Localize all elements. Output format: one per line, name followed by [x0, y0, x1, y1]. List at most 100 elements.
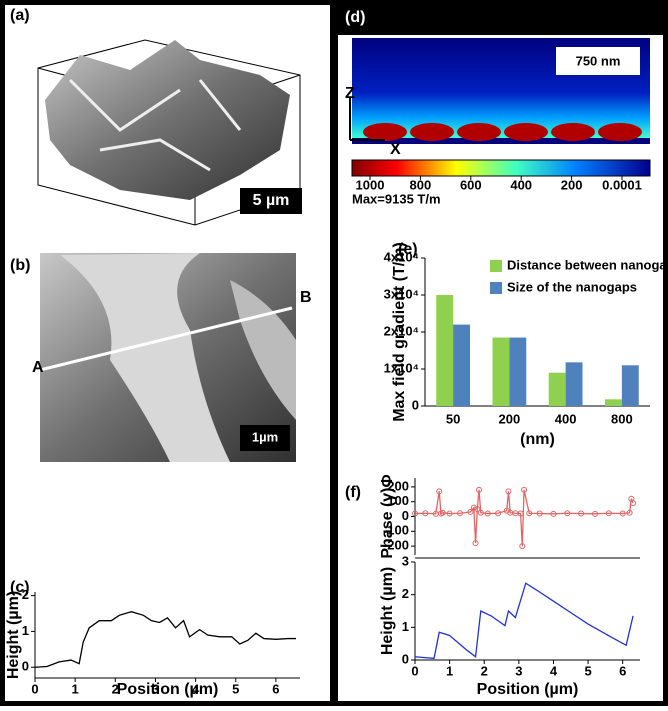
data-point	[439, 509, 446, 516]
axis-label: Z	[345, 85, 355, 102]
data-point	[476, 486, 483, 493]
x-tick-label: 1	[72, 681, 79, 696]
y-tick-label: 2	[402, 586, 409, 601]
afm-top-view	[39, 253, 296, 462]
x-axis-label: Position (µm)	[477, 681, 579, 698]
bar	[509, 337, 527, 406]
afm-3d	[37, 39, 302, 226]
x-tick-label: 200	[499, 411, 521, 426]
legend-label: Distance between nanogaps	[507, 257, 668, 272]
field-map	[349, 38, 651, 177]
data-point	[446, 510, 453, 517]
data-point	[472, 540, 479, 547]
panel-label: (d)	[345, 9, 365, 26]
x-tick-label: 6	[272, 681, 279, 696]
y-tick-label: 200	[387, 478, 409, 493]
data-point	[436, 488, 443, 495]
data-point	[517, 510, 524, 517]
bar	[565, 362, 583, 406]
x-axis-label: (nm)	[520, 431, 555, 448]
x-tick-label: 2	[112, 681, 119, 696]
data-point	[505, 488, 512, 495]
data-point	[484, 510, 491, 517]
data-point	[474, 506, 481, 513]
data-point	[550, 510, 557, 517]
data-point	[578, 510, 585, 517]
x-tick-label: 4	[192, 681, 200, 696]
scale-bar: 1µm	[252, 429, 278, 444]
y-tick-label: 2	[22, 587, 29, 602]
y-tick-label: 1x10⁴	[384, 360, 419, 375]
panel-label: (f)	[345, 484, 361, 501]
panel-label: (a)	[10, 7, 30, 24]
y-axis-label: Height (µm)	[5, 591, 22, 679]
bar	[436, 295, 454, 406]
point-label: A	[32, 359, 44, 376]
x-tick-label: 3	[152, 681, 159, 696]
y-tick-label: 0	[22, 659, 29, 674]
d-header	[338, 5, 663, 35]
bar	[621, 365, 639, 406]
colorbar-label: 0.0001	[602, 177, 642, 192]
y-tick-label: 2x10⁴	[384, 323, 419, 338]
data-line	[414, 489, 634, 547]
panel-label: (b)	[10, 257, 30, 274]
data-point	[564, 510, 571, 517]
x-tick-label: 4	[550, 663, 558, 678]
y-tick-label: 100	[387, 493, 409, 508]
x-tick-label: 400	[555, 411, 577, 426]
scale-bar: 5 µm	[253, 192, 290, 209]
data-point	[519, 543, 526, 550]
point-label: B	[300, 289, 312, 306]
legend-swatch	[490, 282, 502, 294]
x-axis-label: Position (µm)	[117, 681, 219, 698]
y-axis-label: Phase (γ)Φ	[379, 474, 396, 558]
x-tick-label: 3	[515, 663, 522, 678]
data-point	[467, 509, 474, 516]
axis-label: X	[390, 141, 401, 158]
bar	[492, 337, 510, 406]
data-point	[605, 510, 612, 517]
bar	[605, 399, 622, 406]
data-point	[422, 510, 429, 517]
y-tick-label: -100	[383, 523, 409, 538]
max-label: Max=9135 T/m	[352, 191, 441, 206]
data-point	[526, 510, 533, 517]
bar	[453, 324, 470, 406]
y-tick-label: 0	[412, 397, 419, 412]
data-point	[470, 504, 477, 511]
y-tick-label: -200	[383, 538, 409, 553]
y-axis-label: Height (µm)	[379, 567, 396, 655]
y-tick-label: 1	[22, 623, 29, 638]
panel-label: (c)	[10, 579, 30, 596]
inset-label: 750 nm	[576, 53, 621, 68]
colorbar-label: 400	[510, 177, 532, 192]
data-point	[592, 510, 598, 517]
x-tick-label: 1	[446, 663, 453, 678]
x-tick-label: 5	[232, 681, 239, 696]
data-point	[630, 500, 637, 507]
data-point	[521, 486, 528, 493]
y-tick-label: 0	[402, 651, 409, 666]
data-point	[457, 510, 463, 517]
data-point	[536, 510, 543, 517]
data-point	[477, 509, 484, 516]
x-tick-label: 50	[446, 411, 460, 426]
data-point	[619, 510, 626, 517]
legend-swatch	[490, 260, 502, 272]
data-line	[34, 611, 296, 668]
y-tick-label: 0	[402, 508, 409, 523]
y-tick-label: 4x10⁴	[384, 249, 419, 264]
colorbar-label: 600	[460, 177, 482, 192]
x-tick-label: 2	[481, 663, 488, 678]
data-point	[626, 509, 633, 516]
colorbar-label: 800	[410, 177, 432, 192]
y-tick-label: 1	[402, 619, 409, 634]
colorbar-label: 200	[561, 177, 583, 192]
y-tick-label: 3	[402, 553, 409, 568]
bar	[548, 372, 566, 406]
colorbar-label: 1000	[356, 177, 385, 192]
x-tick-label: 6	[619, 663, 626, 678]
x-tick-label: 800	[611, 411, 633, 426]
